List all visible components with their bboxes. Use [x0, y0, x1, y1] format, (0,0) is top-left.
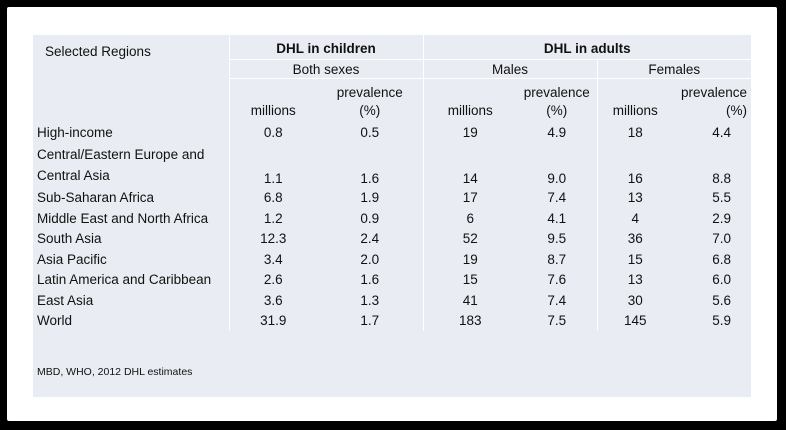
- children-millions-cell: 12.3: [228, 228, 317, 249]
- prevalence-label: prevalence: [680, 85, 748, 100]
- prevalence-label: prevalence: [336, 85, 403, 100]
- region-cell: Central/Eastern Europe and Central Asia: [37, 146, 205, 183]
- children-prevalence-cell: 0.5: [360, 124, 380, 140]
- data-table-panel: Selected Regions DHL in children DHL in …: [33, 35, 752, 397]
- percent-label: (%): [546, 103, 568, 118]
- region-column-header: Selected Regions: [45, 44, 151, 60]
- males-millions-cell: 14: [422, 142, 518, 188]
- males-prevalence-cell: 7.4: [547, 190, 567, 206]
- table-row: South Asia 12.3 2.4 52 9.5 36 7.0: [33, 228, 751, 249]
- females-prevalence-cell: 4.4: [712, 124, 732, 140]
- females-millions-cell: 36: [596, 228, 674, 249]
- children-millions-cell: 3.4: [228, 249, 317, 270]
- prevalence-label: prevalence: [523, 85, 590, 100]
- region-cell: East Asia: [37, 292, 94, 308]
- region-cell: Middle East and North Africa: [37, 210, 209, 226]
- children-group-header: DHL in children: [228, 35, 424, 60]
- females-prevalence-cell: 5.6: [712, 292, 732, 308]
- males-prevalence-cell: 9.5: [547, 231, 567, 247]
- region-cell: Latin America and Caribbean: [37, 272, 212, 288]
- children-prevalence-cell: 1.3: [360, 292, 380, 308]
- females-millions-cell: 13: [596, 269, 674, 290]
- females-millions-cell: 13: [596, 187, 674, 208]
- children-prevalence-header: prevalence (%): [317, 79, 423, 123]
- table-row: Central/Eastern Europe and Central Asia 1…: [33, 142, 751, 188]
- females-millions-cell: 15: [596, 249, 674, 270]
- females-millions-cell: 4: [596, 208, 674, 229]
- females-prevalence-cell: 8.8: [712, 170, 732, 186]
- table-row: Sub-Saharan Africa 6.8 1.9 17 7.4 13 5.5: [33, 187, 751, 208]
- table-row: Asia Pacific 3.4 2.0 19 8.7 15 6.8: [33, 249, 751, 270]
- females-prevalence-header: prevalence (%): [673, 79, 751, 123]
- males-millions-cell: 41: [422, 290, 518, 311]
- region-header-spacer: [33, 79, 229, 123]
- females-millions-cell: 145: [596, 310, 674, 331]
- region-cell: South Asia: [37, 231, 102, 247]
- region-cell: World: [37, 313, 73, 329]
- males-prevalence-header: prevalence (%): [517, 79, 597, 123]
- females-prevalence-cell: 6.8: [712, 251, 732, 267]
- females-header: Females: [596, 59, 752, 79]
- children-millions-cell: 6.8: [228, 187, 317, 208]
- table-row: High-income 0.8 0.5 19 4.9 18 4.4: [33, 122, 751, 143]
- table-body: High-income 0.8 0.5 19 4.9 18 4.4 Central/Easte…: [33, 122, 751, 331]
- table-row: East Asia 3.6 1.3 41 7.4 30 5.6: [33, 290, 751, 311]
- region-cell: Sub-Saharan Africa: [37, 190, 155, 206]
- males-millions-cell: 183: [422, 310, 518, 331]
- males-prevalence-cell: 7.5: [547, 313, 567, 329]
- adults-group-header: DHL in adults: [422, 35, 752, 60]
- children-millions-cell: 0.8: [228, 122, 317, 143]
- slide-frame: Selected Regions DHL in children DHL in …: [7, 7, 777, 421]
- males-prevalence-cell: 7.6: [547, 272, 567, 288]
- children-millions-cell: 2.6: [228, 269, 317, 290]
- males-millions-cell: 6: [422, 208, 518, 229]
- children-millions-cell: 31.9: [228, 310, 317, 331]
- females-prevalence-cell: 6.0: [712, 272, 732, 288]
- females-prevalence-cell: 5.5: [712, 190, 732, 206]
- males-prevalence-cell: 4.9: [547, 124, 567, 140]
- males-header: Males: [422, 59, 598, 79]
- percent-label: (%): [726, 103, 748, 118]
- both-sexes-header: Both sexes: [228, 59, 424, 79]
- region-cell: High-income: [37, 124, 113, 140]
- females-millions-cell: 16: [596, 142, 674, 188]
- males-millions-cell: 15: [422, 269, 518, 290]
- females-prevalence-cell: 7.0: [712, 231, 732, 247]
- region-cell: Asia Pacific: [37, 251, 107, 267]
- males-prevalence-cell: 9.0: [547, 170, 567, 186]
- children-millions-cell: 3.6: [228, 290, 317, 311]
- children-prevalence-cell: 1.9: [360, 190, 380, 206]
- children-prevalence-cell: 1.7: [360, 313, 380, 329]
- children-millions-header: millions: [228, 78, 317, 122]
- children-prevalence-cell: 0.9: [360, 210, 380, 226]
- children-prevalence-cell: 1.6: [360, 170, 380, 186]
- females-millions-header: millions: [596, 78, 674, 122]
- males-prevalence-cell: 4.1: [547, 210, 567, 226]
- males-prevalence-cell: 7.4: [547, 292, 567, 308]
- source-note: MBD, WHO, 2012 DHL estimates: [37, 366, 193, 378]
- males-prevalence-cell: 8.7: [547, 251, 567, 267]
- females-prevalence-cell: 2.9: [712, 210, 732, 226]
- males-millions-cell: 19: [422, 122, 518, 143]
- females-millions-cell: 30: [596, 290, 674, 311]
- dhl-table: Selected Regions DHL in children DHL in …: [33, 35, 752, 331]
- males-millions-cell: 52: [422, 228, 518, 249]
- females-millions-cell: 18: [596, 122, 674, 143]
- children-prevalence-cell: 1.6: [360, 272, 380, 288]
- children-prevalence-cell: 2.4: [360, 231, 380, 247]
- males-millions-cell: 17: [422, 187, 518, 208]
- table-row: Middle East and North Africa 1.2 0.9 6 4.1 4 2…: [33, 208, 751, 229]
- males-millions-cell: 19: [422, 249, 518, 270]
- children-millions-cell: 1.2: [228, 208, 317, 229]
- percent-label: (%): [359, 103, 381, 118]
- children-prevalence-cell: 2.0: [360, 251, 380, 267]
- females-prevalence-cell: 5.9: [712, 313, 732, 329]
- table-row: Latin America and Caribbean 2.6 1.6 15 7.6 13…: [33, 269, 751, 290]
- males-millions-header: millions: [422, 78, 518, 122]
- children-millions-cell: 1.1: [228, 142, 317, 188]
- table-row: World 31.9 1.7 183 7.5 145 5.9: [33, 310, 751, 331]
